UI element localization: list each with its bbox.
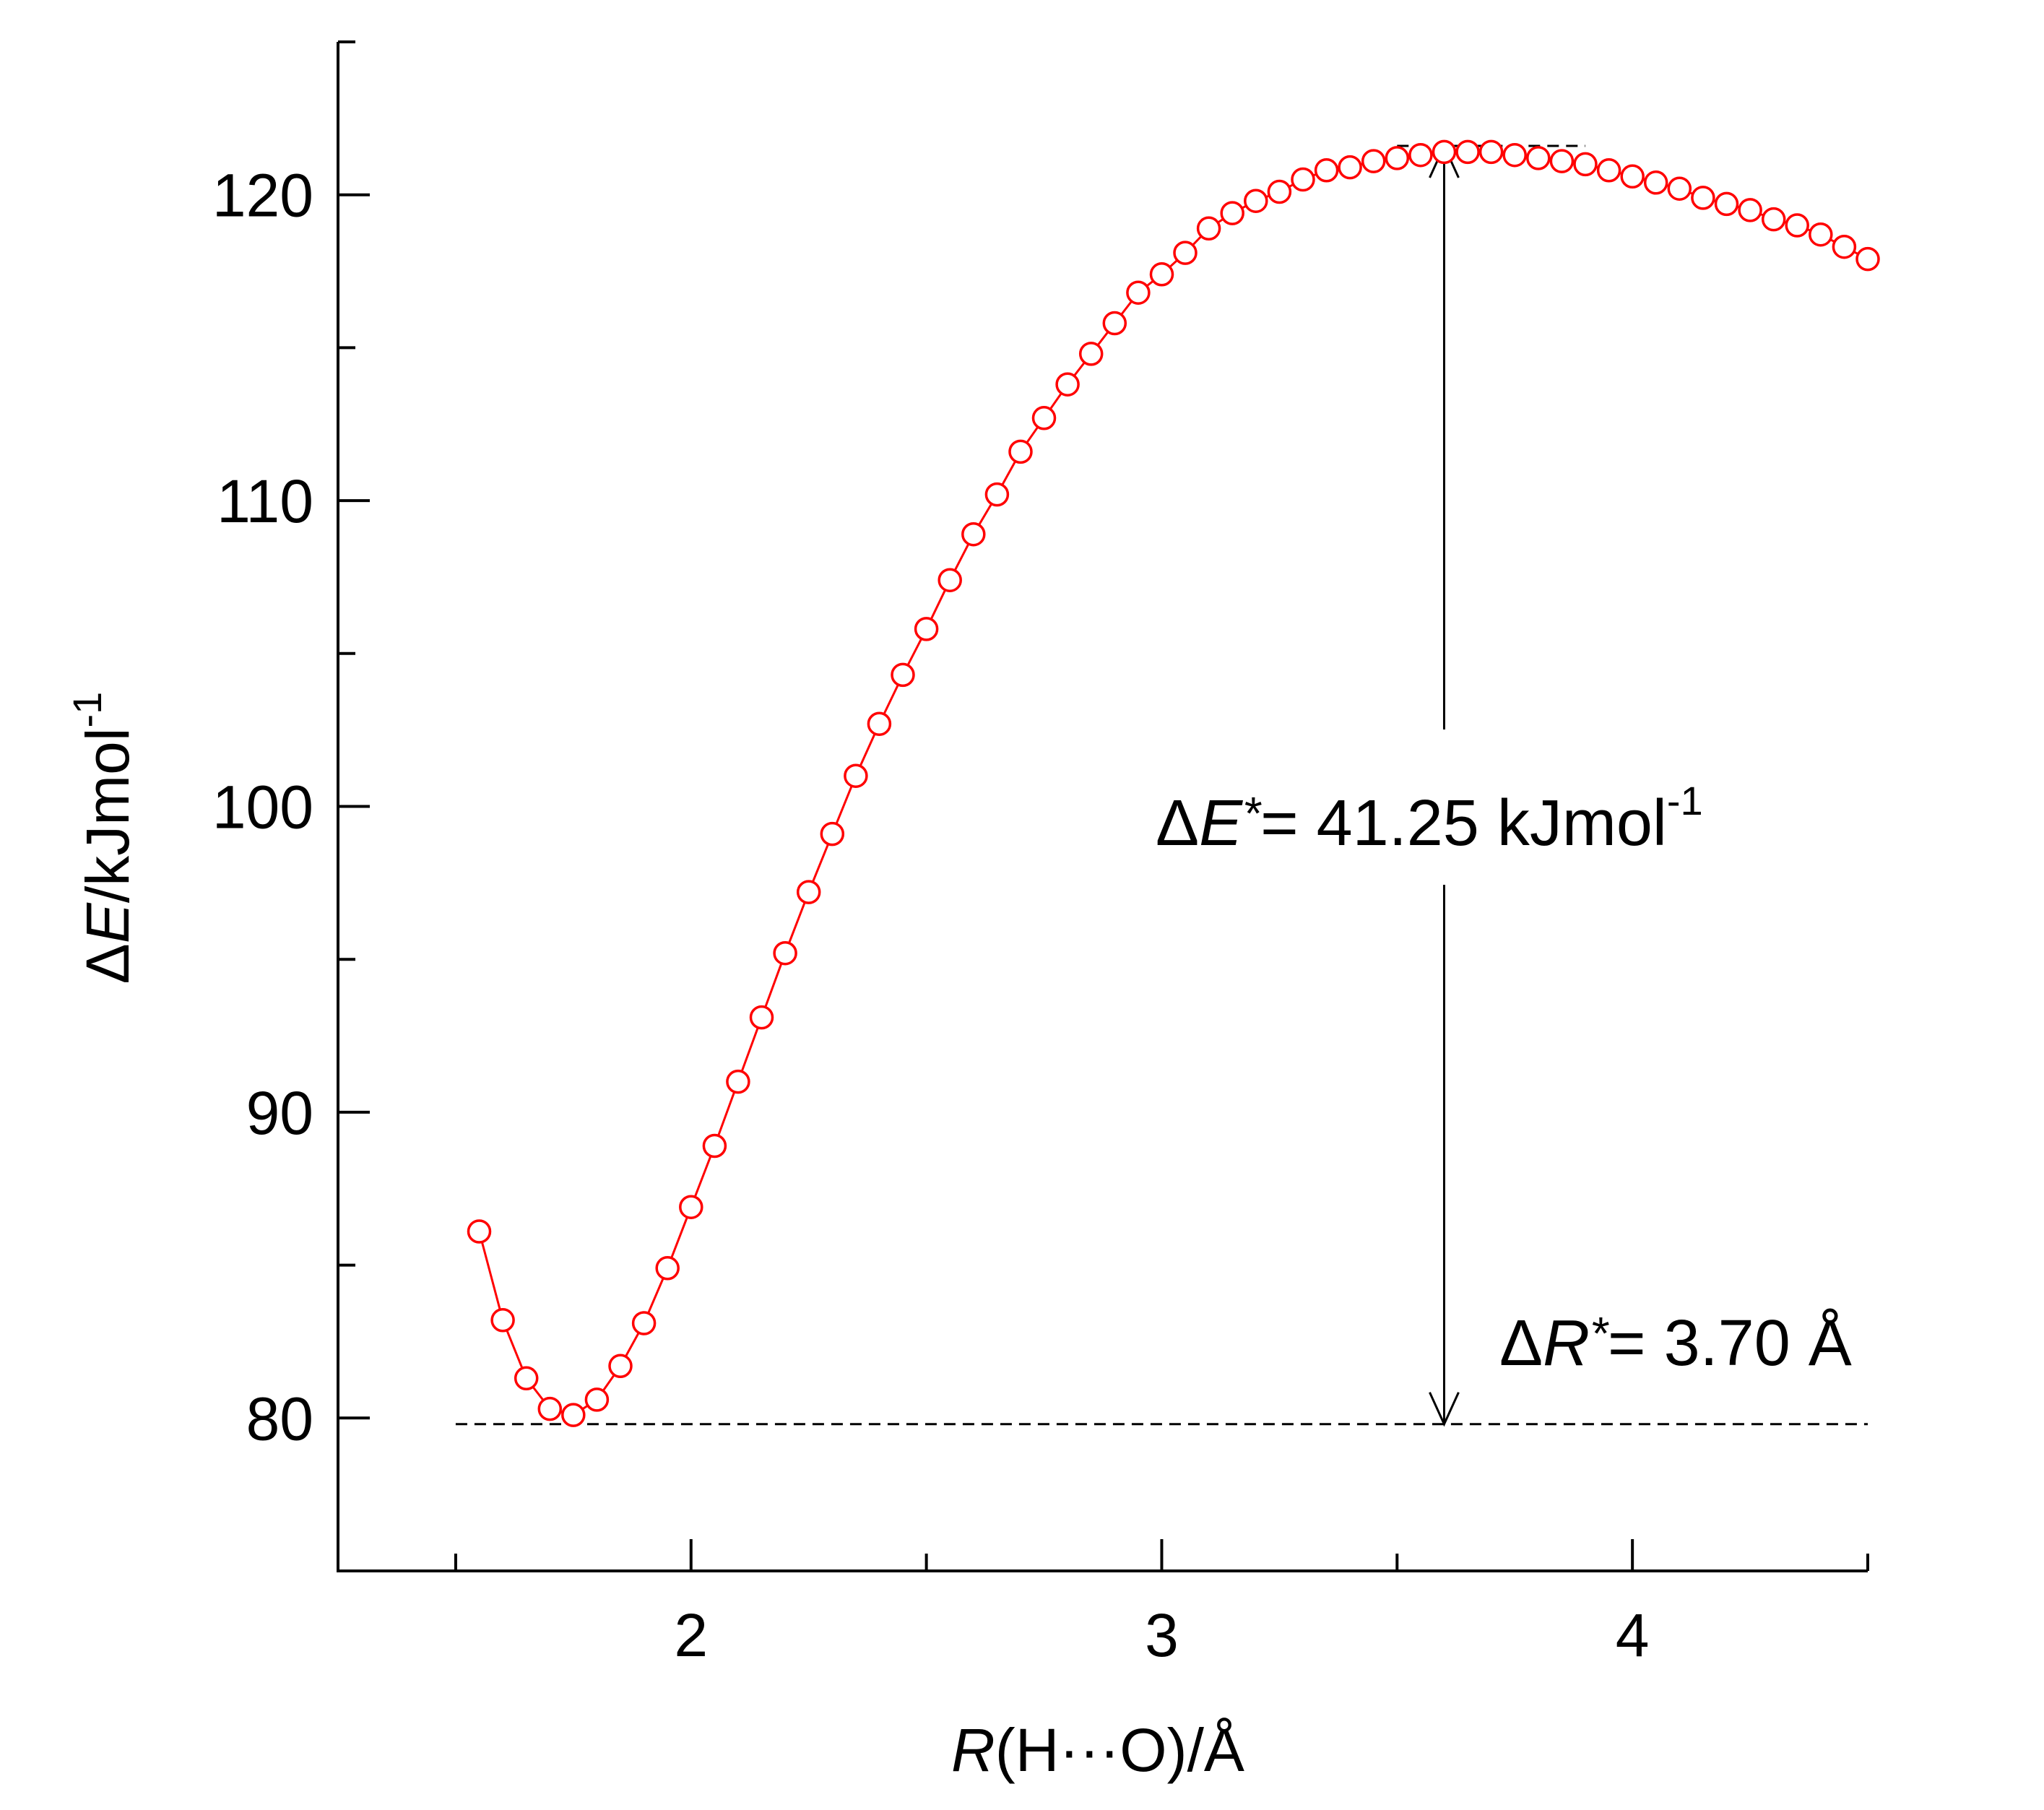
- series-points-group: [467, 139, 1880, 1427]
- data-point: [1691, 186, 1715, 210]
- series-line-group: [478, 150, 1868, 1416]
- data-point: [1478, 139, 1504, 165]
- data-point: [1549, 149, 1575, 173]
- data-point: [1102, 311, 1127, 336]
- y-tick-label: 120: [212, 162, 313, 230]
- data-point: [1620, 164, 1645, 189]
- data-point: [1361, 149, 1386, 173]
- barrier-distance-annotation: ΔR*= 3.70 Å: [1499, 1307, 1852, 1380]
- data-point: [631, 1311, 657, 1335]
- data-point: [1173, 241, 1198, 265]
- data-point: [1126, 280, 1151, 305]
- y-axis-title: ΔE/kJmol-1: [64, 692, 142, 984]
- data-point: [1573, 152, 1598, 177]
- x-tick-label: 2: [674, 1601, 708, 1669]
- data-point: [1078, 342, 1104, 366]
- data-point: [844, 763, 868, 788]
- data-point: [891, 662, 915, 688]
- data-point: [537, 1396, 563, 1421]
- x-tick-label: 4: [1616, 1601, 1650, 1669]
- data-point: [1244, 189, 1268, 213]
- data-point: [1338, 155, 1362, 180]
- data-point: [1291, 167, 1315, 192]
- data-point: [1008, 439, 1033, 464]
- data-point: [1714, 191, 1739, 217]
- x-tick-label: 3: [1145, 1601, 1179, 1669]
- data-point: [1031, 406, 1057, 430]
- y-tick-label: 90: [246, 1079, 313, 1147]
- data-point: [679, 1195, 703, 1219]
- data-point: [1809, 222, 1833, 247]
- data-point: [561, 1403, 586, 1427]
- reference-lines: [455, 143, 1868, 1427]
- y-tick-label: 110: [217, 467, 313, 535]
- data-point: [584, 1387, 610, 1412]
- data-point: [1455, 139, 1480, 165]
- data-point: [514, 1366, 539, 1391]
- data-point: [914, 617, 939, 641]
- data-point: [1596, 158, 1621, 183]
- data-point: [1267, 179, 1292, 204]
- data-point: [1149, 262, 1174, 287]
- data-point: [1785, 213, 1809, 238]
- x-axis-title: R(H···O)/Å: [951, 1716, 1244, 1784]
- data-point: [796, 880, 821, 904]
- data-point: [1502, 142, 1527, 168]
- data-point: [1385, 146, 1410, 170]
- data-point: [749, 1005, 774, 1030]
- ticks: [338, 40, 1869, 1571]
- data-point: [867, 711, 892, 736]
- data-point: [1526, 146, 1551, 170]
- data-point: [1738, 198, 1762, 222]
- data-point: [937, 568, 962, 592]
- data-point: [1408, 142, 1433, 168]
- data-point: [1855, 246, 1880, 272]
- tick-labels: 2 3 4 80 90 100 110 120: [212, 162, 1650, 1669]
- barrier-arrow-head-down: [1429, 1392, 1460, 1427]
- data-point: [1196, 216, 1221, 241]
- data-point: [820, 821, 845, 846]
- barrier-energy-annotation: ΔE*= 41.25 kJmol-1: [1156, 778, 1703, 859]
- data-point: [467, 1219, 492, 1244]
- data-point: [984, 482, 1010, 507]
- data-point: [1832, 234, 1857, 259]
- data-point: [773, 940, 797, 966]
- data-point: [490, 1308, 515, 1333]
- data-point: [1220, 201, 1244, 225]
- y-tick-label: 100: [212, 774, 313, 841]
- data-point: [1055, 372, 1080, 397]
- data-point: [608, 1354, 633, 1379]
- data-point: [1667, 176, 1692, 201]
- data-point: [961, 521, 986, 547]
- data-point: [1643, 170, 1668, 195]
- series-line: [478, 150, 1868, 1416]
- data-point: [702, 1133, 727, 1159]
- data-point: [1314, 158, 1339, 183]
- data-point: [726, 1069, 750, 1094]
- y-tick-label: 80: [246, 1385, 313, 1452]
- data-point: [655, 1256, 680, 1281]
- data-point: [1761, 207, 1786, 232]
- data-point: [1432, 139, 1457, 165]
